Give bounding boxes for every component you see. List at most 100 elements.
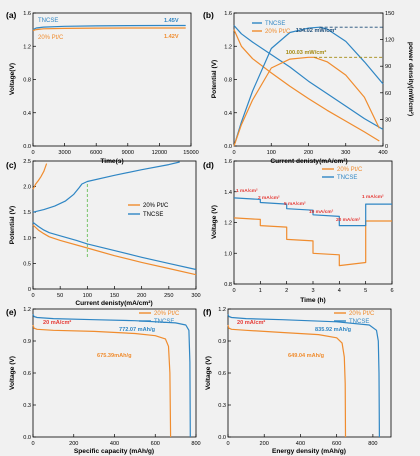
annotation-capacity-ptc: 675.39mAh/g xyxy=(97,353,132,359)
y-axis-label: Potential (V) xyxy=(211,60,218,98)
x-tick-label: 15000 xyxy=(183,150,199,156)
legend-ptc: 20% Pt/C xyxy=(337,167,363,173)
y-tick-label: 1.2 xyxy=(218,307,226,313)
series-line-0 xyxy=(32,224,197,276)
y-tick-label: 1.6 xyxy=(224,159,232,165)
x-axis-label: Current denisty(mA/cm²) xyxy=(270,158,347,165)
series-line-1 xyxy=(233,29,380,142)
tick-group: 0 50 100 150 200 250 300 0 0.5 1.0 1.5 2.0 2.5 xyxy=(23,159,200,299)
series-group xyxy=(227,314,380,438)
tick-group: 0 200 400 600 800 0.0 0.3 0.6 0.9 1.2 xyxy=(23,307,200,447)
x-tick-label: 9000 xyxy=(122,150,134,156)
y-tick-label: 1.2 xyxy=(23,44,31,50)
legend-ptc: 20% Pt/C xyxy=(349,311,375,317)
y-tick-label: 1.6 xyxy=(23,11,31,17)
tick-group: 0 200 400 600 800 0.0 0.3 0.6 0.9 1.2 xyxy=(218,307,377,447)
x-tick-label: 100 xyxy=(83,293,92,299)
x-tick-label: 600 xyxy=(151,441,160,447)
panel-d: (d) 0 1 2 3 4 5 6 0.8 1.0 1.2 1.4 1.6 Voltage (V) T… xyxy=(203,159,394,304)
series-line-1 xyxy=(227,314,380,438)
y-tick-label: 0.9 xyxy=(23,339,31,345)
legend-tncse: TNCSE xyxy=(349,319,369,325)
x-tick-label: 4 xyxy=(338,288,341,294)
x-axis-label: Current denisty(mA/cm²) xyxy=(75,300,152,307)
panel-label: (b) xyxy=(203,10,214,20)
panel-e: (e) 0 200 400 600 800 0.0 0.3 0.6 0.9 1.2 Voltage… xyxy=(6,307,201,455)
x-axis-label: Time(s) xyxy=(100,158,123,165)
y-tick-label: 1.5 xyxy=(23,210,31,216)
legend-ptc: 20% Pt/C xyxy=(265,29,291,35)
x-axis-label: Energy density (mAh/g) xyxy=(272,448,346,455)
annotation-tncse-voltage: 1.45V xyxy=(164,18,179,24)
y-tick-label: 0.8 xyxy=(23,78,31,84)
y-tick-label: 0.5 xyxy=(23,261,31,267)
y-tick-label: 1.4 xyxy=(224,190,232,196)
legend-tncse: TNCSE xyxy=(154,319,174,325)
series-group xyxy=(32,24,186,32)
series-line-0 xyxy=(32,324,172,438)
y-tick-label: 1.0 xyxy=(224,251,232,257)
series-line-1 xyxy=(233,197,392,227)
y-tick-label: 0.6 xyxy=(23,371,31,377)
step-label: 1 mA/cm² xyxy=(362,194,384,200)
y2-tick-label: 60 xyxy=(385,91,391,97)
legend-tncse: TNCSE xyxy=(143,212,163,218)
y-tick-label: 0.4 xyxy=(224,111,232,117)
legend-ptc: 20% Pt/C xyxy=(154,311,180,317)
x-tick-label: 2 xyxy=(285,288,288,294)
x-tick-label: 200 xyxy=(260,441,269,447)
y-tick-label: 0.0 xyxy=(23,435,31,441)
y-tick-label: 0.6 xyxy=(218,371,226,377)
x-tick-label: 0 xyxy=(31,293,34,299)
step-label: 20 mA/cm² xyxy=(336,217,361,223)
y-tick-label: 0.3 xyxy=(218,403,226,409)
series-line-2 xyxy=(233,26,384,147)
y-tick-label: 1.2 xyxy=(224,44,232,50)
series-line-0 xyxy=(233,217,392,267)
annotation-ptc-voltage: 1.42V xyxy=(164,34,179,40)
annotation-peak-ptc: 100.03 mW/cm² xyxy=(286,49,327,56)
y-axis-label: Potential (V) xyxy=(9,206,16,244)
panel-label: (d) xyxy=(203,160,214,170)
x-tick-label: 0 xyxy=(31,150,34,156)
legend-tncse: TNCSE xyxy=(38,18,58,24)
x-tick-label: 400 xyxy=(296,441,305,447)
x-tick-label: 150 xyxy=(110,293,119,299)
y-tick-label: 1.2 xyxy=(224,221,232,227)
x-tick-label: 400 xyxy=(378,150,387,156)
x-tick-label: 0 xyxy=(232,150,235,156)
series-line-3 xyxy=(233,56,380,147)
tick-group: 0 3000 6000 9000 12000 15000 0.0 0.4 0.8 1.2 1.6 xyxy=(23,11,199,156)
y-tick-label: 0.4 xyxy=(23,111,31,117)
current-density-label: 20 mA/cm² xyxy=(237,319,265,326)
x-tick-label: 800 xyxy=(191,441,200,447)
panel-label: (f) xyxy=(203,307,212,317)
current-density-label: 20 mA/cm² xyxy=(43,319,71,326)
y2-tick-label: 90 xyxy=(385,64,391,70)
x-tick-label: 3000 xyxy=(58,150,70,156)
x-tick-label: 800 xyxy=(368,441,377,447)
annotation-energy-tncse: 835.92 mAh/g xyxy=(315,327,352,333)
legend-ptc: 20% Pt/C xyxy=(38,35,64,41)
annotation-peak-tncse: 134.02 mW/cm² xyxy=(296,27,337,34)
y-axis-label: Voltage (V) xyxy=(205,356,212,390)
panel-a: (a) 0 3000 6000 9000 12000 15000 0.0 0.4 0.8 1.2 1… xyxy=(6,10,199,165)
x-tick-label: 200 xyxy=(69,441,78,447)
y-axis-label: Voltage (V) xyxy=(211,205,218,239)
y-tick-label: 2.5 xyxy=(23,159,31,165)
x-tick-label: 6000 xyxy=(90,150,102,156)
x-tick-label: 6 xyxy=(390,288,393,294)
x-tick-label: 12000 xyxy=(152,150,168,156)
y-tick-label: 0.8 xyxy=(224,282,232,288)
series-line-3 xyxy=(32,161,180,213)
step-label: 5 mA/cm² xyxy=(284,201,306,207)
x-tick-label: 5 xyxy=(364,288,367,294)
tick-group: 0 1 2 3 4 5 6 0.8 1.0 1.2 1.4 1.6 xyxy=(224,159,393,294)
y2-tick-label: 150 xyxy=(385,11,394,17)
y-tick-label: 2.0 xyxy=(23,185,31,191)
y2-axis-label: power density(mW/cm²) xyxy=(407,42,414,116)
x-tick-label: 0 xyxy=(31,441,34,447)
annotation-energy-ptc: 649.04 mAh/g xyxy=(288,353,325,359)
